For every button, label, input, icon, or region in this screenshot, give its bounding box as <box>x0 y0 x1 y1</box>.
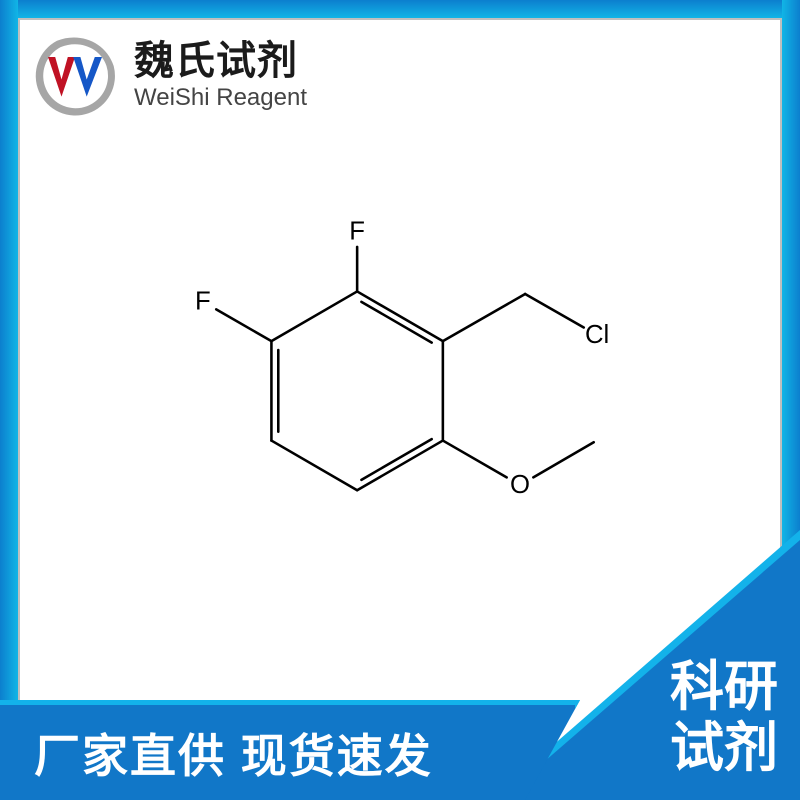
corner-line1: 科研 <box>670 657 778 717</box>
product-card: 魏氏试剂 WeiShi Reagent F F Cl O 科研 试剂 厂家直供 现货速… <box>0 0 800 800</box>
corner-line2: 试剂 <box>670 718 778 778</box>
molecule-diagram: F F Cl O <box>100 145 700 635</box>
logo: 魏氏试剂 WeiShi Reagent <box>30 30 307 120</box>
frame-edge <box>0 0 18 800</box>
svg-text:O: O <box>510 471 530 499</box>
svg-text:Cl: Cl <box>585 321 609 349</box>
strip-text: 厂家直供 现货速发 <box>34 720 433 786</box>
svg-text:F: F <box>195 288 211 316</box>
frame-edge <box>0 0 800 18</box>
svg-text:F: F <box>349 217 365 245</box>
brand-name-cn: 魏氏试剂 <box>134 38 307 84</box>
bottom-strip: 厂家直供 现货速发 <box>0 700 580 800</box>
logo-text: 魏氏试剂 WeiShi Reagent <box>134 38 307 112</box>
corner-text: 科研 试剂 <box>670 657 778 778</box>
logo-mark-icon <box>30 30 120 120</box>
brand-name-en: WeiShi Reagent <box>134 84 307 112</box>
